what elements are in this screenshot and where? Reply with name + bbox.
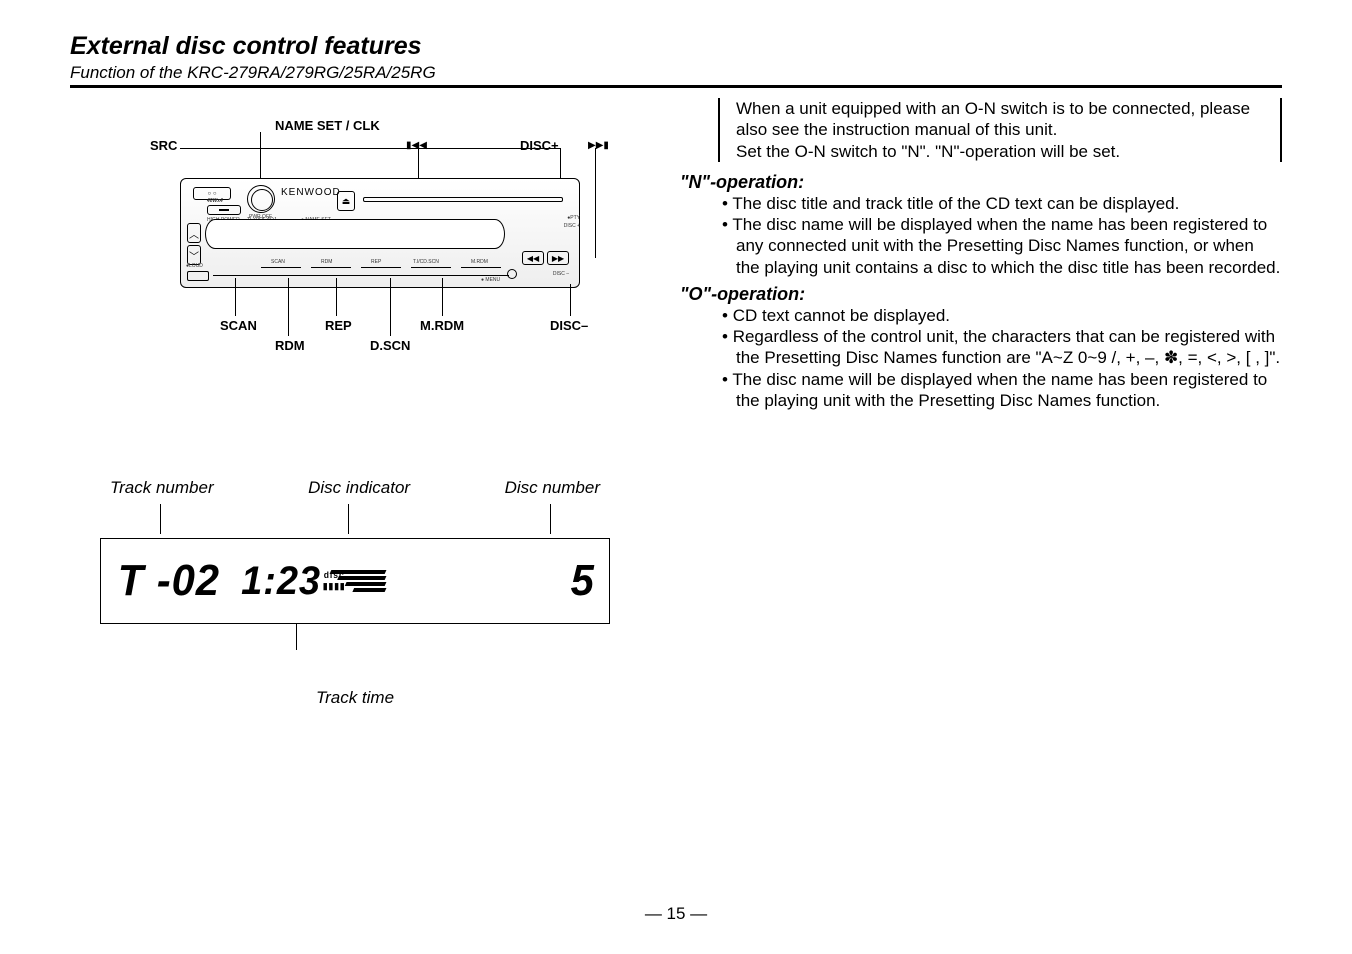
- down-icon: ﹀: [187, 245, 201, 265]
- lcd-diagram: Track number Disc indicator Disc number …: [100, 478, 610, 708]
- label-src: SRC: [150, 138, 177, 153]
- tiny-mrdm: M.RDM: [471, 259, 488, 265]
- loud-button: [187, 271, 209, 281]
- tiny-scan: SCAN: [271, 259, 285, 265]
- tiny-pty: ●PTY: [567, 215, 580, 221]
- label-disc-minus: DISC–: [550, 318, 588, 333]
- disc-stripes-icon: [347, 570, 398, 592]
- n-bullet: The disc name will be displayed when the…: [722, 214, 1282, 278]
- lcd-label-disc-number: Disc number: [505, 478, 600, 498]
- lcd-time-value: 1:23: [241, 559, 321, 604]
- brand-label: KENWOOD: [281, 187, 341, 198]
- lcd-disc-number-value: 5: [570, 556, 594, 606]
- tiny-rep: REP: [371, 259, 381, 265]
- label-disc-plus: DISC+: [520, 138, 559, 153]
- rew-icon: ◀◀: [522, 251, 544, 265]
- o-operation-heading: "O"-operation:: [680, 284, 1282, 305]
- stereo-diagram: NAME SET / CLK SRC DISC+ ▮◀◀ ▶▶▮ ○ ○ PWR…: [120, 118, 620, 398]
- tiny-ticdscn: T.I/CD.SCN: [413, 259, 439, 265]
- o-bullet: CD text cannot be displayed.: [722, 305, 1282, 326]
- label-dscn: D.SCN: [370, 338, 410, 353]
- tiny-rdm: RDM: [321, 259, 332, 265]
- page-title: External disc control features: [70, 32, 1282, 61]
- lcd-time-disc: 1:23 disc ▮▮▮▮: [241, 559, 399, 604]
- page-number: — 15 —: [0, 904, 1352, 924]
- volume-knob: [247, 185, 275, 213]
- eject-icon: ⏏: [337, 191, 355, 211]
- up-icon: ︿: [187, 223, 201, 243]
- tiny-loud: ●LOUD: [186, 263, 203, 269]
- o-operation-list: CD text cannot be displayed. Regardless …: [680, 305, 1282, 411]
- tiny-discplus: DISC +: [564, 223, 580, 229]
- heading-rule: [70, 85, 1282, 88]
- ffwd-icon: ▶▶: [547, 251, 569, 265]
- info-line-1: When a unit equipped with an O-N switch …: [736, 98, 1272, 141]
- n-operation-heading: "N"-operation:: [680, 172, 1282, 193]
- label-rep: REP: [325, 318, 352, 333]
- label-mrdm: M.RDM: [420, 318, 464, 333]
- lcd-label-track-time: Track time: [100, 688, 610, 708]
- cd-slot: [363, 197, 563, 202]
- stereo-display: [205, 219, 505, 249]
- o-bullet: The disc name will be displayed when the…: [722, 369, 1282, 412]
- label-rdm: RDM: [275, 338, 305, 353]
- lcd-label-track-number: Track number: [110, 478, 214, 498]
- label-scan: SCAN: [220, 318, 257, 333]
- tiny-discminus: DISC –: [553, 271, 569, 277]
- page-subtitle: Function of the KRC-279RA/279RG/25RA/25R…: [70, 63, 1282, 83]
- prev-track-icon: ▮◀◀: [406, 140, 427, 151]
- label-nameset: NAME SET / CLK: [275, 118, 380, 133]
- next-track-icon: ▶▶▮: [588, 140, 609, 151]
- info-line-2: Set the O-N switch to "N". "N"-operation…: [736, 141, 1272, 162]
- lcd-track-value: T -02: [118, 556, 220, 606]
- lcd-label-disc-indicator: Disc indicator: [308, 478, 410, 498]
- o-bullet: Regardless of the control unit, the char…: [722, 326, 1282, 369]
- watts-box: [207, 205, 241, 215]
- info-box: When a unit equipped with an O-N switch …: [718, 98, 1282, 162]
- tiny-watts: 40Wx4: [207, 198, 223, 204]
- n-bullet: The disc title and track title of the CD…: [722, 193, 1282, 214]
- n-operation-list: The disc title and track title of the CD…: [680, 193, 1282, 278]
